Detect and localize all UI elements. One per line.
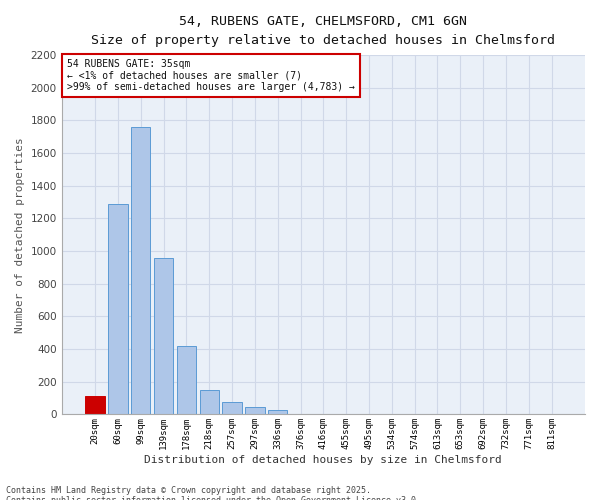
- Text: 54 RUBENS GATE: 35sqm
← <1% of detached houses are smaller (7)
>99% of semi-deta: 54 RUBENS GATE: 35sqm ← <1% of detached …: [67, 58, 355, 92]
- Bar: [268, 410, 287, 414]
- Bar: [245, 407, 265, 414]
- Bar: [200, 390, 219, 414]
- Bar: [85, 396, 105, 414]
- Bar: [108, 204, 128, 414]
- Bar: [177, 346, 196, 414]
- Title: 54, RUBENS GATE, CHELMSFORD, CM1 6GN
Size of property relative to detached house: 54, RUBENS GATE, CHELMSFORD, CM1 6GN Siz…: [91, 15, 556, 47]
- X-axis label: Distribution of detached houses by size in Chelmsford: Distribution of detached houses by size …: [145, 455, 502, 465]
- Text: Contains HM Land Registry data © Crown copyright and database right 2025.: Contains HM Land Registry data © Crown c…: [6, 486, 371, 495]
- Bar: [154, 258, 173, 414]
- Text: Contains public sector information licensed under the Open Government Licence v3: Contains public sector information licen…: [6, 496, 421, 500]
- Bar: [131, 127, 151, 414]
- Bar: [223, 402, 242, 414]
- Y-axis label: Number of detached properties: Number of detached properties: [15, 137, 25, 332]
